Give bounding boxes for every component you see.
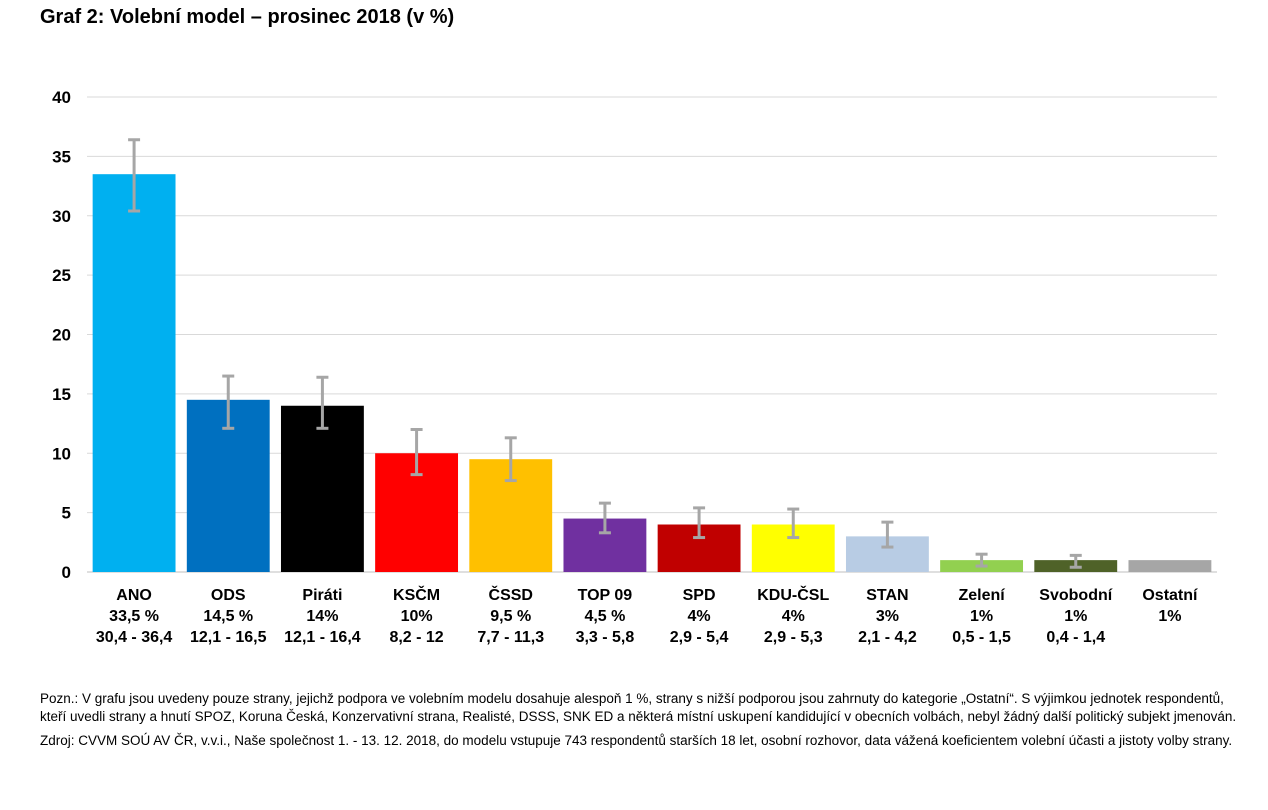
value-label: 4,5 % — [584, 608, 625, 625]
y-tick-label: 0 — [62, 563, 71, 582]
footnotes: Pozn.: V grafu jsou uvedeny pouze strany… — [40, 690, 1240, 750]
range-label: 12,1 - 16,5 — [190, 629, 267, 646]
chart-title: Graf 2: Volební model – prosinec 2018 (v… — [40, 6, 455, 28]
error-bar — [598, 501, 611, 535]
bar — [92, 174, 176, 572]
value-label: 4% — [688, 608, 711, 625]
gridlines — [87, 96, 1217, 573]
value-label: 1% — [1158, 608, 1181, 625]
category-label: ODS — [211, 587, 246, 604]
y-tick-label: 40 — [52, 88, 71, 107]
range-label: 2,1 - 4,2 — [858, 629, 917, 646]
error-bar — [975, 552, 988, 568]
category-label: KSČM — [393, 585, 440, 604]
error-bar — [881, 520, 894, 549]
category-label: Svobodní — [1039, 587, 1112, 604]
value-label: 14% — [306, 608, 338, 625]
value-label: 10% — [401, 608, 433, 625]
category-label: STAN — [866, 587, 908, 604]
category-label: Piráti — [302, 587, 342, 604]
y-tick-label: 30 — [52, 207, 71, 226]
category-label: Zelení — [958, 587, 1005, 604]
range-label: 12,1 - 16,4 — [284, 629, 361, 646]
error-bar — [316, 375, 329, 430]
range-label: 3,3 - 5,8 — [576, 629, 635, 646]
category-label: SPD — [683, 587, 716, 604]
category-labels: ANO 33,5 % 30,4 - 36,4 ODS 14,5 % 12,1 - 16,5… — [96, 585, 1198, 646]
y-axis-ticks: 0 5 10 15 20 25 30 35 40 — [52, 88, 71, 582]
error-bars — [128, 138, 1082, 569]
category-label: Ostatní — [1142, 587, 1198, 604]
range-label: 30,4 - 36,4 — [96, 629, 173, 646]
y-tick-label: 5 — [62, 504, 71, 523]
range-label: 2,9 - 5,3 — [764, 629, 823, 646]
value-label: 9,5 % — [490, 608, 531, 625]
value-label: 1% — [970, 608, 993, 625]
category-label: ANO — [116, 587, 152, 604]
error-bar — [128, 138, 141, 213]
y-tick-label: 35 — [52, 147, 71, 166]
value-label: 33,5 % — [109, 608, 159, 625]
bar — [280, 405, 364, 572]
range-label: 2,9 - 5,4 — [670, 629, 729, 646]
bar-chart: 0 5 10 15 20 25 30 35 40 ANO 33,5 % 30,4 - 36,4 ODS… — [52, 88, 1217, 646]
value-label: 14,5 % — [203, 608, 253, 625]
y-tick-label: 15 — [52, 385, 71, 404]
category-label: ČSSD — [489, 585, 533, 604]
error-bar — [1069, 553, 1082, 569]
y-tick-label: 20 — [52, 326, 71, 345]
bar — [1128, 560, 1212, 572]
y-tick-label: 25 — [52, 266, 71, 285]
category-label: TOP 09 — [578, 587, 633, 604]
value-label: 4% — [782, 608, 805, 625]
error-bar — [504, 436, 517, 483]
value-label: 1% — [1064, 608, 1087, 625]
range-label: 7,7 - 11,3 — [477, 629, 544, 646]
y-tick-label: 10 — [52, 444, 71, 463]
error-bar — [222, 374, 235, 430]
source-text: Zdroj: CVVM SOÚ AV ČR, v.v.i., Naše spol… — [40, 733, 1233, 748]
category-label: KDU-ČSL — [757, 585, 829, 604]
range-label: 0,5 - 1,5 — [952, 629, 1011, 646]
note-text: Pozn.: V grafu jsou uvedeny pouze strany… — [40, 691, 1237, 724]
range-label: 8,2 - 12 — [389, 629, 443, 646]
error-bar — [787, 507, 800, 540]
error-bar — [693, 506, 706, 540]
range-label: 0,4 - 1,4 — [1046, 629, 1105, 646]
value-label: 3% — [876, 608, 899, 625]
error-bar — [410, 428, 423, 477]
